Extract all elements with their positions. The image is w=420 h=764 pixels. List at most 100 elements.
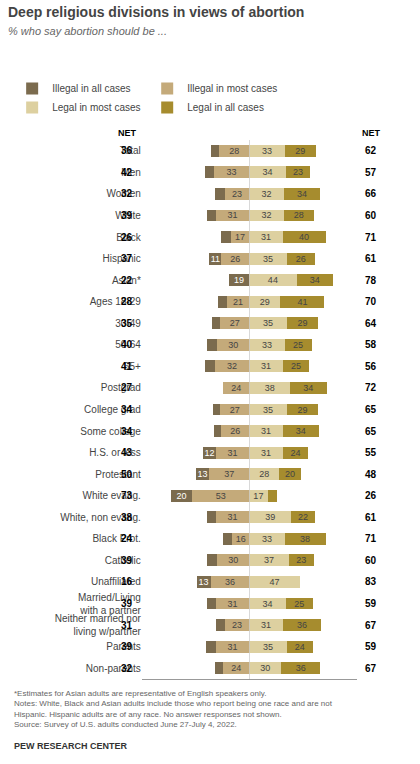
svg-text:H.S. or less: H.S. or less bbox=[89, 447, 141, 458]
svg-text:White, non evang.: White, non evang. bbox=[60, 512, 141, 523]
svg-text:39: 39 bbox=[121, 598, 133, 609]
svg-text:37: 37 bbox=[121, 253, 133, 264]
svg-text:Legal in all cases: Legal in all cases bbox=[187, 102, 264, 113]
svg-text:34: 34 bbox=[262, 167, 272, 177]
svg-text:27: 27 bbox=[121, 382, 133, 393]
svg-text:37: 37 bbox=[224, 469, 234, 479]
svg-text:27: 27 bbox=[230, 405, 240, 415]
svg-text:36: 36 bbox=[297, 620, 307, 630]
svg-text:30: 30 bbox=[228, 340, 238, 350]
svg-text:32: 32 bbox=[261, 189, 271, 199]
svg-text:40: 40 bbox=[299, 232, 309, 242]
svg-text:73: 73 bbox=[121, 490, 133, 501]
svg-text:Men: Men bbox=[121, 167, 140, 178]
svg-text:35: 35 bbox=[263, 254, 273, 264]
svg-text:53: 53 bbox=[216, 491, 226, 501]
svg-text:59: 59 bbox=[365, 598, 377, 609]
svg-text:White evang.: White evang. bbox=[82, 490, 140, 501]
svg-text:71: 71 bbox=[365, 533, 377, 544]
svg-text:62: 62 bbox=[365, 145, 377, 156]
svg-text:16: 16 bbox=[121, 576, 133, 587]
svg-text:Illegal in all cases: Illegal in all cases bbox=[52, 83, 130, 94]
svg-text:23: 23 bbox=[296, 555, 306, 565]
svg-text:32: 32 bbox=[121, 663, 133, 674]
svg-text:23: 23 bbox=[293, 167, 303, 177]
svg-text:32: 32 bbox=[227, 361, 237, 371]
svg-text:64: 64 bbox=[365, 318, 377, 329]
svg-text:Catholic: Catholic bbox=[105, 555, 141, 566]
svg-text:29: 29 bbox=[260, 297, 270, 307]
svg-text:38: 38 bbox=[300, 534, 310, 544]
svg-text:48: 48 bbox=[365, 469, 377, 480]
svg-text:39: 39 bbox=[265, 512, 275, 522]
svg-text:60: 60 bbox=[365, 555, 377, 566]
svg-text:32: 32 bbox=[121, 188, 133, 199]
svg-text:65: 65 bbox=[365, 426, 377, 437]
svg-text:29: 29 bbox=[297, 405, 307, 415]
svg-text:31: 31 bbox=[228, 210, 238, 220]
svg-text:NET: NET bbox=[118, 128, 137, 138]
svg-text:39: 39 bbox=[121, 210, 133, 221]
svg-text:Asian*: Asian* bbox=[112, 275, 141, 286]
svg-text:61: 61 bbox=[365, 512, 377, 523]
svg-text:71: 71 bbox=[365, 232, 377, 243]
svg-text:36: 36 bbox=[225, 577, 235, 587]
svg-text:30-49: 30-49 bbox=[115, 318, 141, 329]
svg-text:34: 34 bbox=[121, 426, 133, 437]
svg-text:31: 31 bbox=[228, 642, 238, 652]
svg-text:31: 31 bbox=[228, 512, 238, 522]
svg-text:56: 56 bbox=[365, 361, 377, 372]
svg-text:24: 24 bbox=[290, 448, 300, 458]
svg-text:35: 35 bbox=[121, 318, 133, 329]
svg-text:30: 30 bbox=[228, 555, 238, 565]
svg-text:50: 50 bbox=[121, 469, 133, 480]
svg-text:33: 33 bbox=[227, 167, 237, 177]
svg-text:17: 17 bbox=[235, 232, 245, 242]
svg-text:Black: Black bbox=[116, 232, 141, 243]
svg-text:Ages 18-29: Ages 18-29 bbox=[90, 296, 142, 307]
svg-text:31: 31 bbox=[261, 448, 271, 458]
svg-text:26: 26 bbox=[296, 254, 306, 264]
svg-text:31: 31 bbox=[228, 599, 238, 609]
svg-text:24: 24 bbox=[121, 533, 133, 544]
svg-text:Non-parents: Non-parents bbox=[86, 663, 141, 674]
svg-text:39: 39 bbox=[121, 555, 133, 566]
svg-text:25: 25 bbox=[291, 361, 301, 371]
svg-text:24: 24 bbox=[231, 663, 241, 673]
svg-text:36: 36 bbox=[121, 145, 133, 156]
svg-text:PEW RESEARCH CENTER: PEW RESEARCH CENTER bbox=[14, 741, 128, 751]
svg-text:34: 34 bbox=[297, 189, 307, 199]
svg-text:33: 33 bbox=[262, 534, 272, 544]
svg-text:34: 34 bbox=[310, 275, 320, 285]
svg-text:34: 34 bbox=[262, 599, 272, 609]
svg-text:26: 26 bbox=[365, 490, 377, 501]
svg-text:72: 72 bbox=[365, 382, 377, 393]
svg-text:Unaffiliated: Unaffiliated bbox=[91, 576, 141, 587]
svg-text:70: 70 bbox=[365, 296, 377, 307]
svg-text:16: 16 bbox=[236, 534, 246, 544]
svg-text:17: 17 bbox=[253, 491, 263, 501]
svg-text:Married/Livingwith a partner: Married/Livingwith a partner bbox=[78, 592, 141, 616]
svg-text:Some college: Some college bbox=[80, 426, 141, 437]
svg-text:31: 31 bbox=[261, 361, 271, 371]
svg-text:66: 66 bbox=[365, 188, 377, 199]
svg-text:25: 25 bbox=[294, 599, 304, 609]
svg-text:67: 67 bbox=[365, 620, 377, 631]
svg-text:28: 28 bbox=[121, 296, 133, 307]
svg-text:34: 34 bbox=[303, 383, 313, 393]
svg-text:Parents: Parents bbox=[106, 641, 140, 652]
svg-text:Women: Women bbox=[107, 188, 141, 199]
svg-text:32: 32 bbox=[261, 210, 271, 220]
svg-text:29: 29 bbox=[297, 318, 307, 328]
svg-text:61: 61 bbox=[365, 253, 377, 264]
svg-text:33: 33 bbox=[262, 146, 272, 156]
svg-text:42: 42 bbox=[121, 167, 133, 178]
svg-text:20: 20 bbox=[177, 491, 187, 501]
svg-text:24: 24 bbox=[295, 642, 305, 652]
svg-text:58: 58 bbox=[365, 339, 377, 350]
svg-text:31: 31 bbox=[121, 620, 133, 631]
svg-text:26: 26 bbox=[230, 426, 240, 436]
svg-text:59: 59 bbox=[365, 641, 377, 652]
svg-text:38: 38 bbox=[121, 512, 133, 523]
svg-text:26: 26 bbox=[230, 254, 240, 264]
